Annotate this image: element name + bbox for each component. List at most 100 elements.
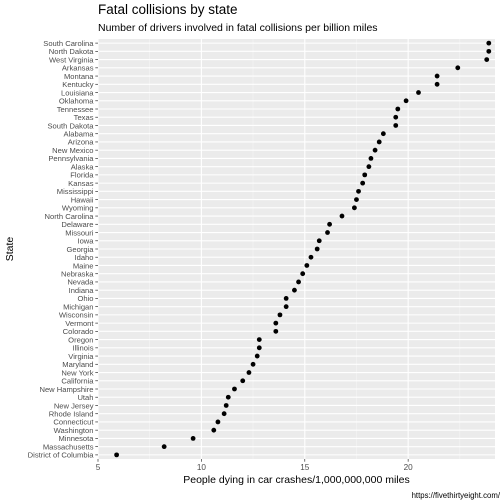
data-point [225, 394, 231, 400]
y-tick-label: Vermont [65, 319, 94, 328]
y-tick-label: Utah [77, 393, 93, 402]
x-tick-label: 10 [197, 463, 207, 472]
data-point [246, 370, 252, 375]
y-tick-label: Louisiana [61, 88, 94, 97]
y-tick-label: Maryland [62, 360, 93, 369]
chart-subtitle: Number of drivers involved in fatal coll… [98, 22, 378, 34]
data-point [455, 65, 461, 71]
y-tick-label: Minnesota [58, 434, 94, 443]
y-tick-label: California [61, 377, 94, 386]
y-tick-label: Maine [73, 261, 94, 270]
y-tick-label: Texas [74, 113, 94, 122]
y-tick-label: Nebraska [61, 270, 94, 279]
y-tick-label: Delaware [61, 220, 93, 229]
data-point [366, 164, 372, 170]
y-tick-label: Ohio [77, 294, 93, 303]
data-point [416, 90, 421, 95]
y-tick-label: Montana [64, 72, 94, 81]
y-tick-label: Missouri [65, 228, 94, 237]
data-point [434, 73, 440, 79]
data-point [314, 246, 320, 252]
y-tick-label: Virginia [68, 352, 94, 361]
y-tick-label: Oregon [68, 335, 93, 344]
data-point [223, 403, 229, 408]
data-point [161, 444, 167, 450]
y-tick-label: New York [61, 368, 93, 377]
y-tick-label: North Dakota [49, 47, 95, 56]
y-tick-label: Tennessee [57, 105, 94, 114]
data-point [351, 205, 357, 211]
y-tick-label: New Jersey [54, 401, 94, 410]
y-tick-label: Alabama [64, 130, 95, 139]
data-point [211, 427, 217, 433]
data-point [376, 139, 382, 145]
data-point [362, 172, 368, 178]
y-tick-label: Georgia [66, 245, 94, 254]
data-point [221, 411, 227, 417]
y-tick-label: South Dakota [47, 121, 94, 130]
x-tick-label: 15 [300, 463, 310, 472]
y-axis-title: State [4, 237, 16, 262]
data-point [486, 40, 492, 46]
y-tick-label: Massachusetts [43, 442, 94, 451]
y-tick-label: Iowa [77, 237, 94, 246]
data-point [395, 106, 401, 112]
y-tick-label: New Hampshire [39, 385, 93, 394]
data-point [296, 279, 301, 285]
data-point [368, 156, 374, 161]
y-tick-label: Wisconsin [59, 311, 94, 320]
x-axis-ticks: 5 10 15 20 [96, 459, 413, 472]
data-points [114, 40, 492, 458]
y-tick-label: District of Columbia [28, 451, 95, 460]
data-point [308, 254, 314, 260]
y-tick-label: Hawaii [71, 195, 94, 204]
y-tick-label: Arizona [68, 138, 95, 147]
y-tick-label: Rhode Island [49, 410, 94, 419]
data-point [256, 345, 262, 351]
chart-caption: https://fivethirtyeight.com/ [412, 491, 501, 500]
y-tick-label: Mississippi [57, 187, 94, 196]
data-point [190, 436, 196, 441]
chart-title: Fatal collisions by state [98, 2, 238, 17]
data-point [327, 221, 332, 227]
data-point [300, 271, 306, 277]
data-point [393, 114, 399, 120]
y-tick-label: Illinois [72, 344, 93, 353]
y-tick-label: Arkansas [62, 64, 94, 73]
y-tick-label: New Mexico [52, 146, 93, 155]
y-tick-label: Colorado [63, 327, 94, 336]
data-point [292, 287, 297, 293]
data-point [380, 131, 386, 137]
y-tick-label: Wyoming [62, 204, 94, 213]
data-point [277, 312, 283, 318]
y-tick-label: Michigan [63, 302, 93, 311]
data-point [393, 123, 399, 128]
y-tick-label: North Carolina [45, 212, 95, 221]
y-tick-label: South Carolina [43, 39, 94, 48]
data-point [114, 452, 120, 458]
data-point [356, 188, 361, 194]
data-point [403, 98, 409, 104]
y-tick-label: Kentucky [62, 80, 93, 89]
y-tick-label: Pennsylvania [48, 154, 94, 163]
data-point [250, 361, 256, 367]
data-point [486, 48, 492, 54]
data-point [256, 337, 262, 342]
data-point [283, 296, 289, 301]
data-point [434, 81, 440, 87]
y-tick-label: Idaho [74, 253, 93, 262]
data-point [339, 213, 345, 219]
data-point [325, 230, 330, 235]
y-tick-label: Oklahoma [59, 97, 94, 106]
y-tick-label: Indiana [69, 286, 95, 295]
data-point [304, 263, 310, 268]
data-point [273, 328, 279, 334]
y-tick-label: Connecticut [53, 418, 94, 427]
data-point [360, 180, 366, 186]
data-point [232, 386, 237, 392]
x-tick-label: 20 [404, 463, 414, 472]
data-point [316, 238, 322, 244]
data-point [254, 353, 260, 359]
y-tick-label: West Virginia [49, 55, 94, 64]
